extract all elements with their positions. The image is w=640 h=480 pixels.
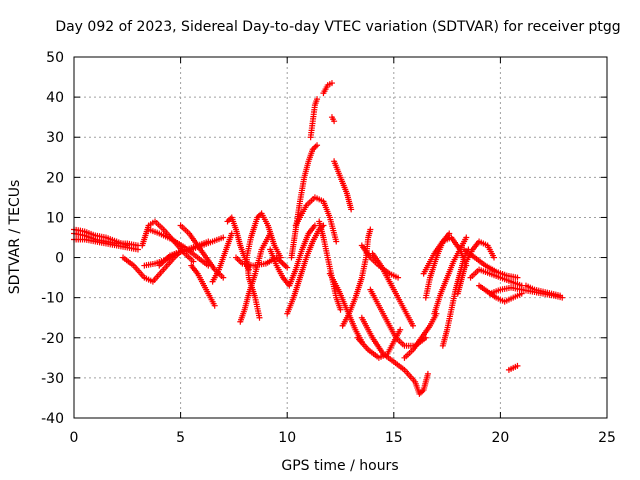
y-tick-label: -20 — [41, 331, 64, 347]
y-axis-label: SDTVAR / TECUs — [7, 180, 23, 295]
y-tick-label: 50 — [46, 50, 64, 66]
series-arc-28 — [358, 314, 431, 397]
x-tick-label: 20 — [491, 430, 509, 446]
y-tick-label: 30 — [46, 130, 64, 146]
x-axis-label: GPS time / hours — [281, 458, 398, 474]
data-point — [311, 222, 318, 229]
data-point — [314, 142, 321, 149]
chart-title: Day 092 of 2023, Sidereal Day-to-day VTE… — [55, 19, 620, 35]
y-tick-labels: -40 -30 -20 -10 0 10 20 30 40 50 — [41, 50, 64, 427]
data-point — [395, 274, 402, 281]
data-point — [320, 222, 327, 229]
series-arc-22 — [316, 218, 344, 313]
data-point — [409, 322, 416, 329]
x-tick-label: 10 — [278, 430, 296, 446]
x-tick-label: 0 — [70, 430, 79, 446]
data-point — [397, 326, 404, 333]
x-tick-label: 15 — [385, 430, 403, 446]
data-point — [328, 80, 335, 87]
series-arc-09 — [177, 222, 227, 281]
series-arc-06 — [145, 226, 212, 269]
data-point — [348, 206, 355, 213]
series-arc-21 — [328, 114, 338, 125]
data-point — [337, 306, 344, 313]
x-tick-label: 5 — [176, 430, 185, 446]
series-arc-12 — [224, 214, 252, 273]
data-point — [424, 370, 431, 377]
series-arc-37 — [454, 238, 498, 297]
data-point — [211, 302, 218, 309]
series-arc-27 — [354, 326, 404, 361]
data-point — [446, 230, 453, 237]
data-point — [331, 118, 338, 125]
series-arc-32 — [401, 310, 440, 361]
series-arc-11 — [209, 230, 235, 285]
y-tick-label: -30 — [41, 371, 64, 387]
series-arc-42 — [522, 282, 564, 299]
series-arc-31 — [358, 242, 402, 281]
data-marks — [71, 80, 566, 397]
series-arc-14 — [243, 210, 284, 321]
data-point — [190, 258, 197, 265]
series-arc-16 — [267, 222, 318, 289]
data-point — [333, 238, 340, 245]
y-tick-label: 10 — [46, 210, 64, 226]
grid — [74, 57, 607, 418]
series-arc-26 — [326, 270, 365, 345]
series-arc-23 — [331, 158, 355, 213]
data-point — [463, 234, 470, 241]
x-tick-label: 25 — [598, 430, 616, 446]
y-tick-label: 0 — [55, 251, 64, 267]
y-tick-label: -10 — [41, 291, 64, 307]
y-tick-label: 40 — [46, 90, 64, 106]
series-arc-30 — [367, 286, 429, 349]
data-point — [284, 264, 291, 271]
series-arc-10 — [188, 262, 218, 309]
series-arc-25 — [284, 222, 327, 317]
data-point — [491, 254, 498, 261]
data-point — [314, 96, 321, 103]
data-point — [514, 362, 521, 369]
x-tick-labels: 0 5 10 15 20 25 — [70, 430, 616, 446]
axis-ticks — [73, 56, 608, 419]
series-arc-43 — [505, 362, 521, 373]
series-arc-36 — [431, 234, 470, 317]
y-tick-label: 20 — [46, 170, 64, 186]
series-arc-39 — [461, 246, 521, 281]
data-point — [220, 274, 227, 281]
series-arc-19 — [307, 96, 321, 141]
data-point — [557, 292, 564, 299]
series-arc-20 — [320, 80, 335, 97]
series-arc-24 — [339, 226, 374, 329]
y-tick-label: -40 — [41, 411, 64, 427]
plot-frame — [73, 56, 608, 419]
data-point — [367, 226, 374, 233]
data-point — [228, 230, 235, 237]
data-point — [514, 274, 521, 281]
data-point — [220, 234, 227, 241]
series-arc-18 — [292, 194, 340, 245]
series-arc-33 — [422, 230, 453, 301]
